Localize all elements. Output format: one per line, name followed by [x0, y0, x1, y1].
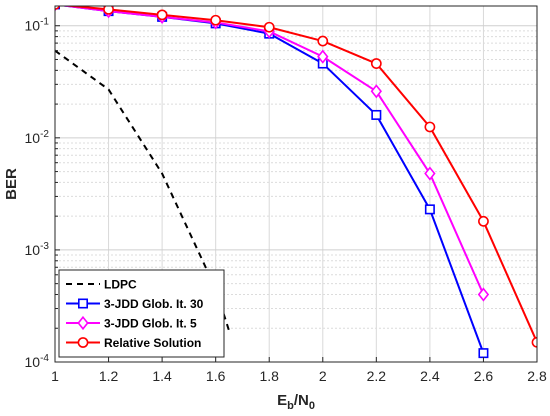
data-point-marker — [424, 166, 436, 181]
x-axis-label: Eb/N0 — [277, 392, 315, 412]
y-tick-label: 10-1 — [25, 17, 50, 34]
y-tick-label: 10-3 — [25, 241, 50, 258]
data-point-marker — [478, 215, 489, 227]
data-point-marker — [531, 336, 537, 348]
data-point-marker — [477, 287, 490, 302]
legend-label: 3-JDD Glob. It. 30 — [104, 297, 204, 311]
y-tick-label: 10-2 — [25, 129, 50, 146]
y-axis-label: BER — [3, 168, 20, 200]
data-point-marker — [424, 121, 436, 133]
plot-frame — [54, 5, 538, 363]
legend-marker — [78, 298, 89, 309]
data-point-marker — [317, 35, 329, 47]
y-tick-label: 10-4 — [25, 353, 50, 370]
series-3 — [55, 6, 537, 348]
data-point-marker — [156, 9, 168, 21]
series-line — [61, 6, 537, 343]
x-tick-label: 1 — [51, 368, 59, 384]
legend-marker — [77, 315, 89, 331]
data-point-marker — [103, 6, 114, 15]
data-point-marker — [263, 21, 275, 33]
data-point-marker — [478, 348, 489, 359]
x-tick-label: 2.6 — [474, 368, 494, 384]
legend-label: Relative Solution — [104, 336, 201, 350]
legend-marker — [77, 337, 89, 348]
legend: LDPC 3-JDD Glob. It. 30 3-JDD Glob. It. 5 R… — [58, 269, 225, 358]
x-tick-label: 1.6 — [206, 368, 226, 384]
data-point-marker — [371, 109, 382, 120]
x-tick-label: 2.8 — [527, 368, 547, 384]
legend-label: LDPC — [104, 278, 137, 292]
data-point-marker — [210, 14, 222, 26]
data-point-marker — [317, 49, 329, 64]
x-tick-label: 1.8 — [259, 368, 279, 384]
series-line — [55, 49, 231, 332]
x-tick-label: 1.2 — [99, 368, 119, 384]
legend-label: 3-JDD Glob. It. 5 — [104, 317, 197, 331]
data-point-marker — [370, 58, 382, 69]
x-tick-label: 2 — [319, 368, 327, 384]
series-0 — [55, 49, 231, 332]
series-layer — [55, 6, 537, 359]
data-point-marker — [424, 204, 435, 215]
x-tick-label: 1.4 — [152, 368, 172, 384]
data-point-marker — [370, 84, 382, 99]
ticks: 1 1.2 1.4 1.6 1.8 2 2.2 2.4 2.6 2.8 10-1 10-2 10-3 10… — [25, 17, 547, 384]
x-tick-label: 2.4 — [420, 368, 440, 384]
x-tick-label: 2.2 — [367, 368, 387, 384]
